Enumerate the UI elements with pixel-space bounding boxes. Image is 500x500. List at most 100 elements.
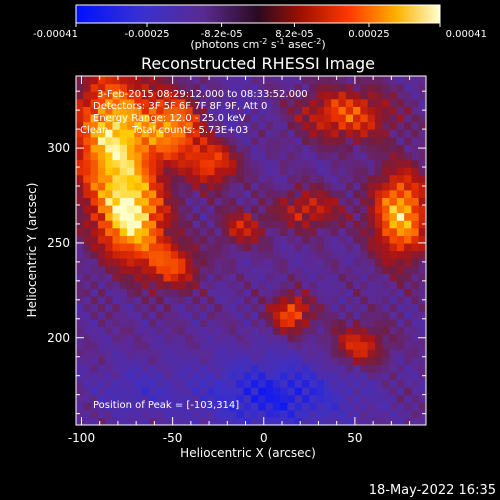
heatmap-cell — [404, 212, 413, 221]
heatmap-cell — [374, 197, 383, 206]
heatmap-cell — [396, 220, 405, 229]
heatmap-cell — [90, 387, 99, 396]
heatmap-cell — [280, 106, 289, 115]
heatmap-cell — [345, 356, 354, 365]
heatmap-cell — [367, 402, 376, 411]
heatmap-cell — [90, 242, 99, 252]
heatmap-cell — [396, 288, 405, 297]
heatmap-cell — [258, 318, 267, 327]
heatmap-cell — [287, 333, 296, 343]
heatmap-cell — [338, 379, 347, 388]
heatmap-cell — [302, 387, 310, 396]
heatmap-cell — [331, 409, 340, 419]
heatmap-cell — [331, 265, 340, 274]
heatmap-cell — [382, 106, 391, 115]
heatmap-cell — [156, 326, 165, 335]
heatmap-cell — [272, 394, 281, 403]
heatmap-cell — [207, 402, 216, 411]
heatmap-cell — [302, 303, 310, 312]
colorbar — [75, 4, 441, 24]
heatmap-cell — [360, 409, 369, 419]
heatmap-cell — [221, 364, 230, 373]
heatmap-cell — [258, 83, 267, 92]
heatmap-cell — [112, 394, 121, 403]
heatmap-cell — [287, 189, 296, 198]
heatmap-cell — [316, 113, 325, 123]
heatmap-cell — [148, 204, 157, 214]
heatmap-cell — [265, 151, 274, 161]
heatmap-cell — [323, 197, 332, 206]
heatmap-cell — [404, 417, 413, 425]
heatmap-cell — [411, 98, 420, 107]
heatmap-cell — [127, 273, 135, 282]
heatmap-cell — [418, 189, 426, 198]
heatmap-cell — [141, 242, 150, 252]
heatmap-cell — [367, 364, 376, 373]
heatmap-cell — [76, 402, 84, 411]
heatmap-cell — [396, 379, 405, 388]
heatmap-cell — [148, 106, 157, 115]
heatmap-cell — [309, 197, 318, 206]
heatmap-cell — [156, 151, 165, 161]
heatmap-cell — [236, 349, 245, 358]
heatmap-cell — [258, 204, 267, 214]
annotation-method: Clean — [80, 125, 108, 136]
heatmap-cell — [316, 387, 325, 396]
heatmap-cell — [323, 182, 332, 191]
heatmap-cell — [353, 98, 361, 107]
heatmap-cell — [207, 250, 216, 259]
heatmap-cell — [382, 113, 391, 123]
heatmap-cell — [192, 83, 201, 92]
heatmap-cell — [280, 356, 289, 365]
heatmap-cell — [141, 212, 150, 221]
heatmap-cell — [294, 242, 303, 252]
heatmap-cell — [156, 83, 165, 92]
heatmap-cell — [163, 318, 172, 327]
heatmap-cell — [258, 235, 267, 244]
heatmap-cell — [141, 159, 150, 168]
heatmap-cell — [221, 356, 230, 365]
y-tick-label: 200 — [47, 331, 70, 345]
heatmap-cell — [83, 341, 92, 350]
heatmap-cell — [127, 326, 135, 335]
heatmap-cell — [353, 129, 361, 138]
heatmap-cell — [243, 144, 252, 153]
heatmap-cell — [199, 91, 208, 100]
heatmap-cell — [90, 174, 99, 183]
heatmap-cell — [382, 288, 391, 297]
heatmap-cell — [112, 98, 121, 107]
heatmap-cell — [229, 379, 238, 388]
heatmap-cell — [214, 98, 223, 107]
heatmap-cell — [287, 113, 296, 123]
heatmap-cell — [360, 83, 369, 92]
heatmap-cell — [236, 113, 245, 123]
heatmap-cell — [229, 318, 238, 327]
heatmap-cell — [360, 106, 369, 115]
heatmap-cell — [199, 98, 208, 107]
heatmap-cell — [345, 311, 354, 320]
heatmap-cell — [294, 258, 303, 267]
heatmap-cell — [272, 258, 281, 267]
heatmap-cell — [345, 174, 354, 183]
heatmap-cell — [112, 91, 121, 100]
heatmap-cell — [229, 189, 238, 198]
heatmap-cell — [331, 83, 340, 92]
heatmap-cell — [83, 303, 92, 312]
heatmap-cell — [280, 364, 289, 373]
heatmap-cell — [105, 144, 114, 153]
heatmap-cell — [360, 250, 369, 259]
heatmap-cell — [214, 379, 223, 388]
heatmap-cell — [192, 98, 201, 107]
heatmap-cell — [360, 242, 369, 252]
heatmap-cell — [178, 174, 186, 183]
heatmap-cell — [90, 197, 99, 206]
heatmap-cell — [207, 326, 216, 335]
heatmap-cell — [389, 212, 398, 221]
heatmap-cell — [302, 379, 310, 388]
heatmap-cell — [192, 220, 201, 229]
heatmap-cell — [287, 280, 296, 290]
heatmap-cell — [287, 303, 296, 312]
heatmap-cell — [251, 159, 259, 168]
heatmap-cell — [170, 394, 179, 403]
heatmap-cell — [345, 364, 354, 373]
